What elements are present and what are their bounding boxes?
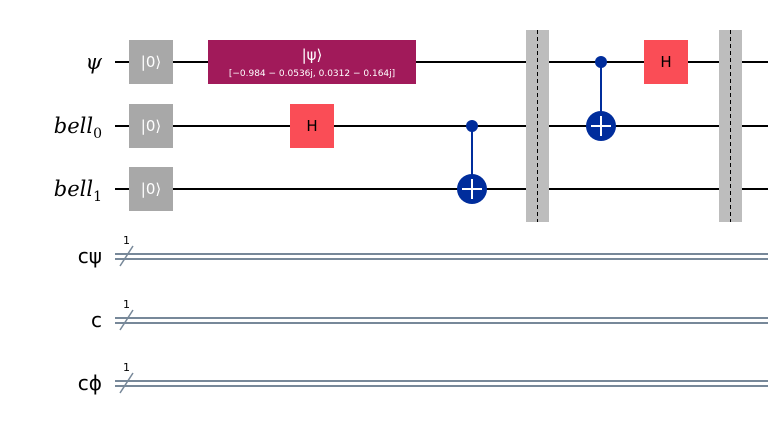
cnot-psi-bell0 [586, 56, 616, 141]
qubit-label-psi: ψ [86, 50, 103, 74]
svg-text:|0⟩: |0⟩ [141, 53, 161, 71]
reset-gate-bell0: |0⟩ [129, 104, 173, 148]
clbit-label-cphi: cϕ [78, 371, 102, 395]
svg-text:|0⟩: |0⟩ [141, 180, 161, 198]
reset-gate-bell1: |0⟩ [129, 167, 173, 211]
initialize-params: [−0.984 − 0.0536j, 0.0312 − 0.164j] [229, 69, 395, 79]
qubit-label-bell1: bell1 [54, 177, 102, 205]
control-dot [595, 56, 607, 68]
reset-gate-psi: |0⟩ [129, 40, 173, 84]
clbit-label-cpsi: cψ [78, 244, 102, 268]
cpsi-width: 1 [123, 234, 130, 247]
barrier-2 [719, 30, 742, 222]
wire-cphi [115, 372, 768, 394]
barrier-1 [526, 30, 549, 222]
qubit-label-bell0: bell0 [54, 114, 102, 142]
clbit-label-c: c [91, 308, 102, 332]
cphi-width: 1 [123, 361, 130, 374]
svg-text:H: H [660, 53, 671, 71]
cnot-bell0-bell1 [457, 120, 487, 204]
hadamard-gate-psi: H [644, 40, 688, 84]
control-dot [466, 120, 478, 132]
wire-cpsi [115, 245, 768, 267]
svg-text:H: H [306, 117, 317, 135]
svg-text:|0⟩: |0⟩ [141, 117, 161, 135]
hadamard-gate-bell0: H [290, 104, 334, 148]
c-width: 1 [123, 298, 130, 311]
wire-c [115, 309, 768, 331]
initialize-gate-psi: |ψ⟩ [−0.984 − 0.0536j, 0.0312 − 0.164j] [208, 40, 416, 84]
initialize-label: |ψ⟩ [302, 46, 323, 64]
